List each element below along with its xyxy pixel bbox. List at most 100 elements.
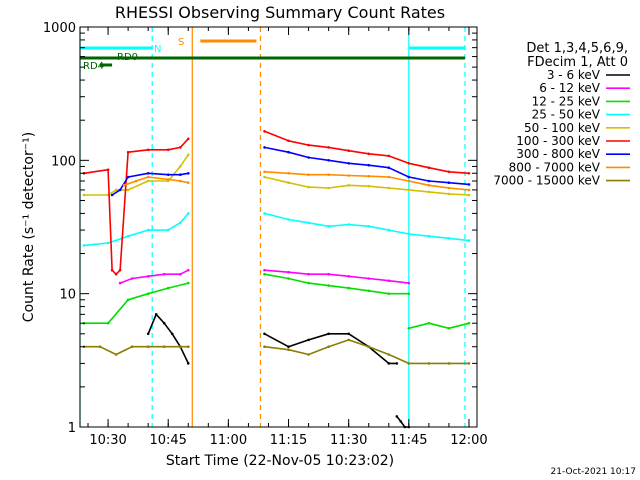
data-point-25-50-kev-1-3 [327,225,330,228]
series-25-50-kev [82,212,471,247]
data-point-300-800-kev-0-2 [126,175,130,179]
data-point-100-300-kev-1-4 [347,149,351,152]
data-point-6-12-kev-1-3 [327,272,330,276]
data-point-6-12-kev-1-1 [287,270,290,274]
legend-label-7000-15000-kev: 7000 - 15000 keV [493,174,600,188]
data-point-100-300-kev-0-9 [187,137,190,141]
data-point-3-6-kev-2-1 [399,420,403,423]
data-point-6-12-kev-1-0 [263,268,266,272]
data-point-3-6-kev-1-1 [287,345,290,349]
data-point-25-50-kev-1-5 [367,225,371,228]
data-point-7000-15000-kev-1-6 [387,353,391,356]
data-point-50-100-kev-0-4 [146,179,150,183]
data-point-50-100-kev-0-0 [82,193,86,197]
data-point-6-12-kev-1-7 [407,281,411,285]
data-point-12-25-kev-1-2 [307,281,310,285]
data-point-12-25-kev-1-7 [407,292,411,296]
data-point-6-12-kev-1-2 [307,272,310,276]
data-point-800-7000-kev-0-1 [134,179,138,183]
series-line-3-6-kev-1 [264,333,397,365]
y-axis: 1 10 100 1000 [43,21,477,436]
data-point-50-100-kev-1-1 [287,181,290,184]
data-point-7000-15000-kev-1-9 [447,362,451,365]
data-point-7000-15000-kev-0-5 [162,345,166,349]
data-point-800-7000-kev-1-7 [407,179,411,183]
x-axis: 10:30 10:45 11:00 11:15 11:30 11:45 12:00 [87,27,488,448]
data-point-3-6-kev-1-2 [307,338,310,342]
series-7000-15000-kev [82,338,471,365]
data-point-50-100-kev-1-0 [263,175,266,179]
data-point-25-50-kev-0-4 [166,228,170,232]
data-point-12-25-kev-1-4 [347,286,351,290]
data-point-3-6-kev-1-6 [387,362,391,365]
data-point-7000-15000-kev-0-7 [187,345,190,349]
x-tick-label-12-00: 12:00 [450,433,487,448]
data-point-12-25-kev-1-3 [327,284,330,287]
data-point-25-50-kev-0-2 [126,234,130,238]
chart-title: RHESSI Observing Summary Count Rates [115,3,445,22]
data-point-50-100-kev-1-9 [447,192,451,196]
data-point-300-800-kev-1-4 [347,162,351,165]
data-point-12-25-kev-2-2 [447,327,451,330]
data-point-100-300-kev-0-1 [106,168,110,171]
data-point-800-7000-kev-1-3 [327,173,330,176]
legend-label-25-50-kev: 25 - 50 keV [532,108,601,122]
series-line-100-300-kev-0 [83,138,189,275]
data-point-300-800-kev-1-3 [327,159,330,162]
x-tick-label-11-30: 11:30 [330,433,367,448]
data-point-25-50-kev-1-0 [263,212,266,215]
data-point-100-300-kev-0-7 [166,148,170,152]
data-point-100-300-kev-0-8 [179,146,182,149]
data-point-7000-15000-kev-1-2 [307,353,310,356]
data-point-7000-15000-kev-1-4 [347,338,351,342]
series-line-800-7000-kev-0 [123,176,189,187]
data-point-100-300-kev-1-8 [427,166,431,169]
data-point-100-300-kev-0-5 [126,150,130,154]
data-point-12-25-kev-0-5 [187,281,190,285]
data-point-100-300-kev-1-9 [447,170,451,174]
legend-label-12-25-kev: 12 - 25 keV [532,94,601,108]
flag-label-rd4: RD4 [83,61,104,72]
data-point-300-800-kev-1-5 [367,163,371,167]
data-point-300-800-kev-1-2 [307,156,310,159]
data-point-7000-15000-kev-1-8 [427,362,431,365]
data-point-12-25-kev-0-4 [166,286,170,290]
data-point-800-7000-kev-1-2 [307,173,310,176]
series-line-12-25-kev-2 [408,322,470,330]
y-tick-label-10: 10 [59,288,76,303]
data-point-25-50-kev-1-1 [287,218,290,221]
plot-area [79,27,466,427]
data-point-100-300-kev-1-7 [407,162,411,165]
data-point-12-25-kev-0-1 [106,321,110,325]
legend-header-1: Det 1,3,4,5,6,9, [526,41,628,56]
data-point-3-6-kev-2-0 [395,415,399,418]
data-point-7000-15000-kev-0-1 [98,345,102,349]
legend-label-3-6-kev: 3 - 6 keV [547,68,601,82]
series-300-800-kev [110,146,471,197]
data-point-300-800-kev-1-6 [387,166,391,169]
data-point-800-7000-kev-1-8 [427,184,431,187]
data-point-25-50-kev-1-8 [427,234,431,238]
series-line-7000-15000-kev-1 [264,339,469,365]
data-point-25-50-kev-1-4 [347,223,351,226]
data-point-7000-15000-kev-1-7 [407,362,411,365]
data-point-300-800-kev-1-8 [427,179,431,183]
data-point-7000-15000-kev-1-10 [467,362,471,365]
data-point-6-12-kev-0-1 [130,277,134,280]
legend-label-800-7000-kev: 800 - 7000 keV [509,160,601,174]
data-point-12-25-kev-0-2 [126,298,130,302]
data-point-3-6-kev-1-7 [395,362,399,365]
data-point-100-300-kev-0-4 [118,268,122,272]
data-point-3-6-kev-0-3 [170,332,174,336]
data-point-800-7000-kev-1-0 [263,170,266,174]
flag-label-n: N [154,44,161,55]
data-point-3-6-kev-1-3 [327,332,330,336]
data-point-12-25-kev-2-1 [427,321,431,325]
data-point-3-6-kev-0-2 [162,321,166,325]
data-point-300-800-kev-0-3 [146,172,150,175]
data-point-50-100-kev-1-5 [367,184,371,188]
data-point-100-300-kev-1-5 [367,152,371,156]
x-tick-label-10-45: 10:45 [149,433,186,448]
x-tick-label-11-45: 11:45 [390,433,427,448]
